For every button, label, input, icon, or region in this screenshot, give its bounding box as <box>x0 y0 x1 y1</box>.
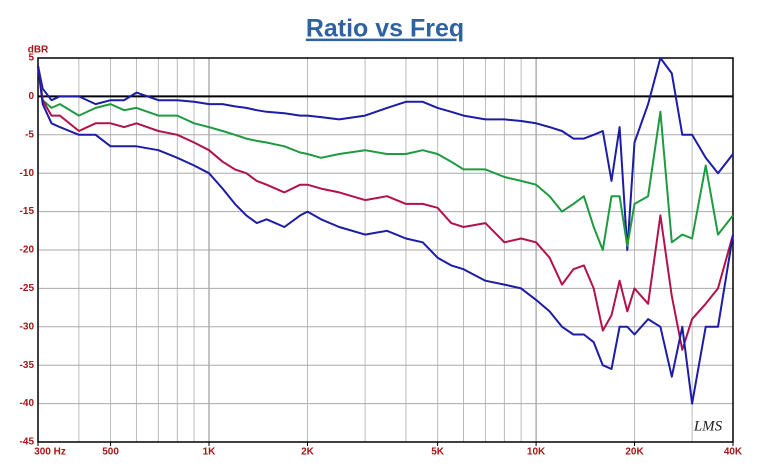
y-tick-label: 5 <box>28 53 34 64</box>
x-tick-label: 10K <box>527 447 546 458</box>
y-tick-label: -45 <box>20 437 35 448</box>
x-tick-label: 40K <box>724 447 743 458</box>
series-line <box>37 57 734 251</box>
y-tick-label: 0 <box>28 91 34 102</box>
x-tick-label: 1K <box>203 447 217 458</box>
watermark: LMS <box>693 418 723 434</box>
x-tick-label: 300 Hz <box>34 447 66 458</box>
x-tick-label: 500 <box>102 447 119 458</box>
y-tick-label: -35 <box>20 360 35 371</box>
y-tick-label: -40 <box>20 398 35 409</box>
series-line <box>37 65 734 405</box>
x-tick-label: 2K <box>301 447 315 458</box>
chart-title: Ratio vs Freq <box>306 15 464 43</box>
y-tick-label: -15 <box>20 206 35 217</box>
y-tick-label: -5 <box>25 129 34 140</box>
x-tick-label: 20K <box>625 447 644 458</box>
plot-frame <box>37 57 734 443</box>
y-tick-label: -20 <box>20 245 35 256</box>
x-tick-label: 5K <box>431 447 445 458</box>
series-line <box>37 65 734 251</box>
series-line <box>37 65 734 351</box>
y-tick-label: -25 <box>20 283 35 294</box>
y-tick-label: -10 <box>20 168 35 179</box>
y-tick-label: -30 <box>20 321 35 332</box>
y-axis-label: dBR <box>28 45 49 56</box>
